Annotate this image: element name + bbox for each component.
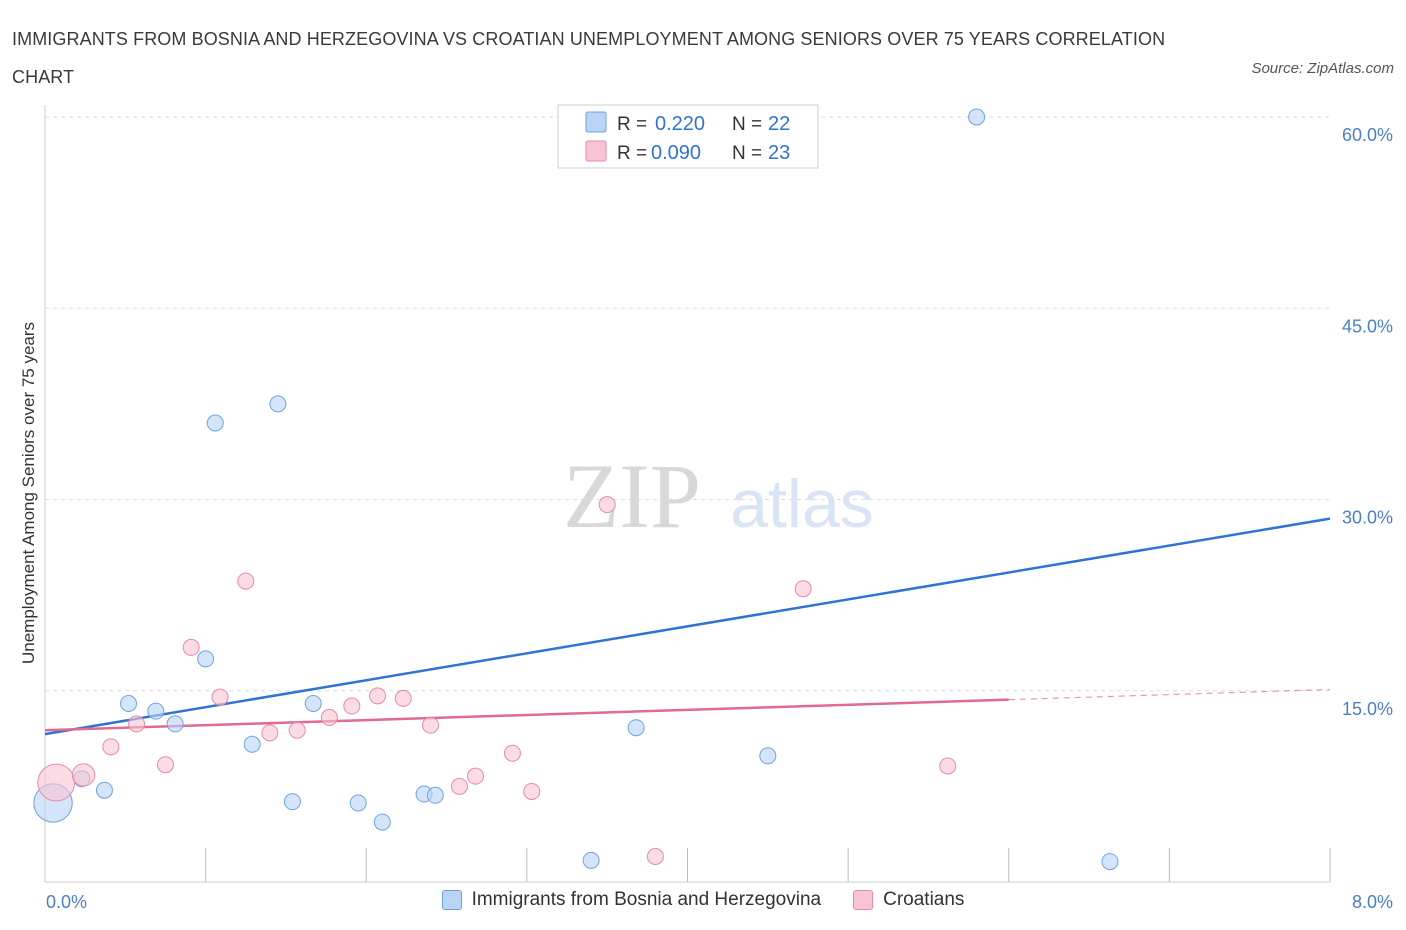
legend-bottom: Immigrants from Bosnia and Herzegovina C… [0, 889, 1406, 911]
y-tick-label-1: 30.0% [1342, 508, 1393, 528]
legend-item-bosnia: Immigrants from Bosnia and Herzegovina [441, 889, 822, 911]
legend-top-r-value-pink: 0.090 [651, 142, 701, 164]
point-croatians-7 [237, 572, 255, 590]
point-croatians-20 [646, 848, 664, 865]
point-croatians-12 [368, 687, 386, 705]
point-croatians-10 [320, 709, 338, 727]
point-croatians-13 [394, 689, 412, 707]
legend-label-croatians: Croatians [883, 889, 965, 910]
x-tick-label-end: 8.0% [1352, 892, 1393, 912]
point-bosnia-2 [120, 695, 138, 712]
point-bosnia-10 [304, 695, 322, 712]
watermark-atlas: atlas [730, 466, 874, 542]
legend-top-r-label-pink: R = [617, 143, 647, 164]
point-croatians-6 [211, 688, 229, 706]
point-croatians-18 [523, 782, 541, 800]
watermark-zip: ZIP [563, 445, 701, 547]
trend-line-croatians [44, 698, 1009, 732]
legend-top-swatch-blue [585, 111, 607, 133]
point-croatians-15 [450, 777, 468, 795]
chart-title: IMMIGRANTS FROM BOSNIA AND HERZEGOVINA V… [12, 29, 1166, 87]
legend-top: R = 0.220 N = 22 R = 0.090 N = 23 [557, 104, 819, 169]
point-croatians-5 [182, 638, 200, 656]
point-bosnia-20 [1101, 853, 1119, 871]
trend-line-bosnia [44, 517, 1331, 736]
y-tick-label-2: 45.0% [1342, 316, 1393, 336]
y-tick-label-0: 15.0% [1342, 699, 1393, 719]
point-bosnia-1 [95, 781, 113, 799]
point-bosnia-11 [349, 794, 367, 812]
point-bosnia-14 [426, 786, 444, 804]
point-croatians-16 [466, 767, 484, 785]
legend-swatch-blue [441, 890, 462, 910]
legend-top-n-value-pink: 23 [768, 142, 790, 164]
legend-top-swatch-pink [585, 140, 607, 162]
point-croatians-3 [128, 715, 146, 733]
legend-label-bosnia: Immigrants from Bosnia and Herzegovina [471, 889, 822, 910]
point-bosnia-5 [197, 650, 215, 668]
point-bosnia-3 [147, 702, 165, 720]
point-croatians-17 [503, 744, 521, 762]
legend-swatch-pink [853, 890, 874, 910]
point-bosnia-16 [582, 851, 600, 869]
point-croatians-21 [794, 580, 812, 598]
point-croatians-2 [102, 738, 120, 756]
point-bosnia-7 [243, 735, 261, 753]
point-croatians-8 [261, 724, 279, 742]
point-bosnia-17 [627, 719, 645, 737]
y-tick-label-3: 60.0% [1342, 125, 1393, 145]
legend-top-n-value-blue: 22 [768, 113, 790, 135]
source-credit: Source: ZipAtlas.com [1251, 60, 1394, 77]
point-croatians-19 [598, 496, 616, 514]
legend-item-croatians: Croatians [853, 889, 964, 911]
legend-top-n-label-pink: N = [732, 143, 762, 164]
point-croatians-14 [422, 716, 439, 734]
legend-top-r-label-blue: R = [617, 114, 647, 135]
point-bosnia-6 [206, 414, 224, 432]
x-tick-label-start: 0.0% [46, 892, 87, 912]
point-bosnia-9 [283, 793, 301, 811]
y-axis-label: Unemployment Among Seniors over 75 years [19, 322, 38, 664]
point-croatians-22 [939, 757, 957, 775]
legend-top-r-value-blue: 0.220 [655, 113, 705, 135]
point-bosnia-19 [968, 108, 986, 126]
point-croatians-0 [37, 763, 76, 802]
point-bosnia-12 [373, 813, 391, 831]
point-croatians-11 [343, 697, 361, 715]
point-croatians-4 [156, 756, 174, 774]
point-croatians-9 [288, 721, 306, 739]
point-croatians-1 [71, 763, 96, 787]
point-bosnia-18 [759, 747, 777, 765]
point-bosnia-8 [269, 395, 287, 413]
legend-top-n-label-blue: N = [732, 114, 762, 135]
trend-line-dashed-croatians [1008, 688, 1331, 701]
point-bosnia-4 [166, 715, 184, 733]
